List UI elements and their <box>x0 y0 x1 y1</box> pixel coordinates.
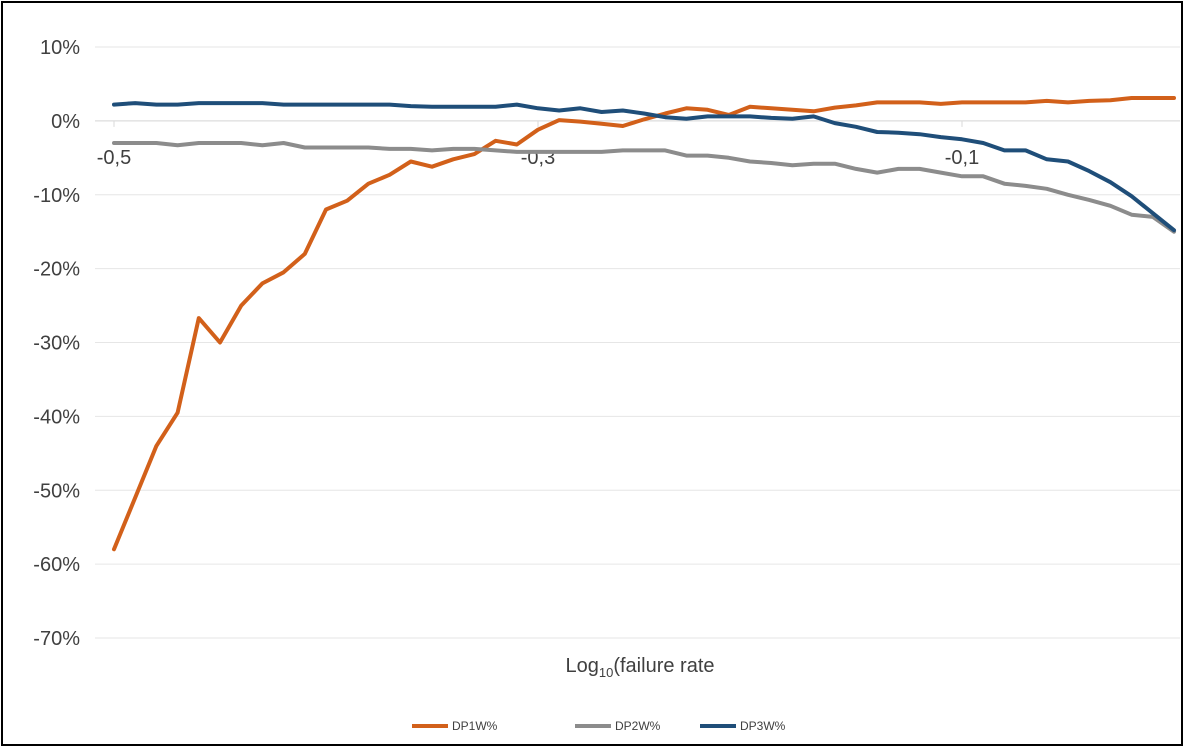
y-tick-label: -70% <box>33 628 80 650</box>
legend-label: DP1W% <box>452 719 498 733</box>
x-tick-label: -0,1 <box>945 147 979 169</box>
legend-label: DP3W% <box>740 719 786 733</box>
series-line-dp2w <box>112 141 1176 234</box>
x-tick-label: -0,5 <box>97 147 131 169</box>
y-tick-label: -40% <box>33 406 80 428</box>
y-tick-label: -50% <box>33 480 80 502</box>
gridlines <box>95 46 1180 639</box>
legend: DP1W% DP2W% DP3W% <box>412 719 786 733</box>
legend-label: DP2W% <box>615 719 661 733</box>
y-tick-label: 0% <box>51 111 80 133</box>
y-tick-label: -20% <box>33 259 80 281</box>
y-tick-label: -60% <box>33 554 80 576</box>
series-line-dp1w <box>112 96 1176 552</box>
y-tick-label: -30% <box>33 333 80 355</box>
y-tick-label: -10% <box>33 185 80 207</box>
y-tick-label: 10% <box>40 37 80 59</box>
y-axis-tick-labels: 10% 0% -10% -20% -30% -40% -50% -60% -70% <box>33 37 80 650</box>
x-axis-title: Log10(failure rate <box>566 655 715 680</box>
series-lines <box>112 96 1176 552</box>
series-line-dp3w <box>112 101 1176 233</box>
